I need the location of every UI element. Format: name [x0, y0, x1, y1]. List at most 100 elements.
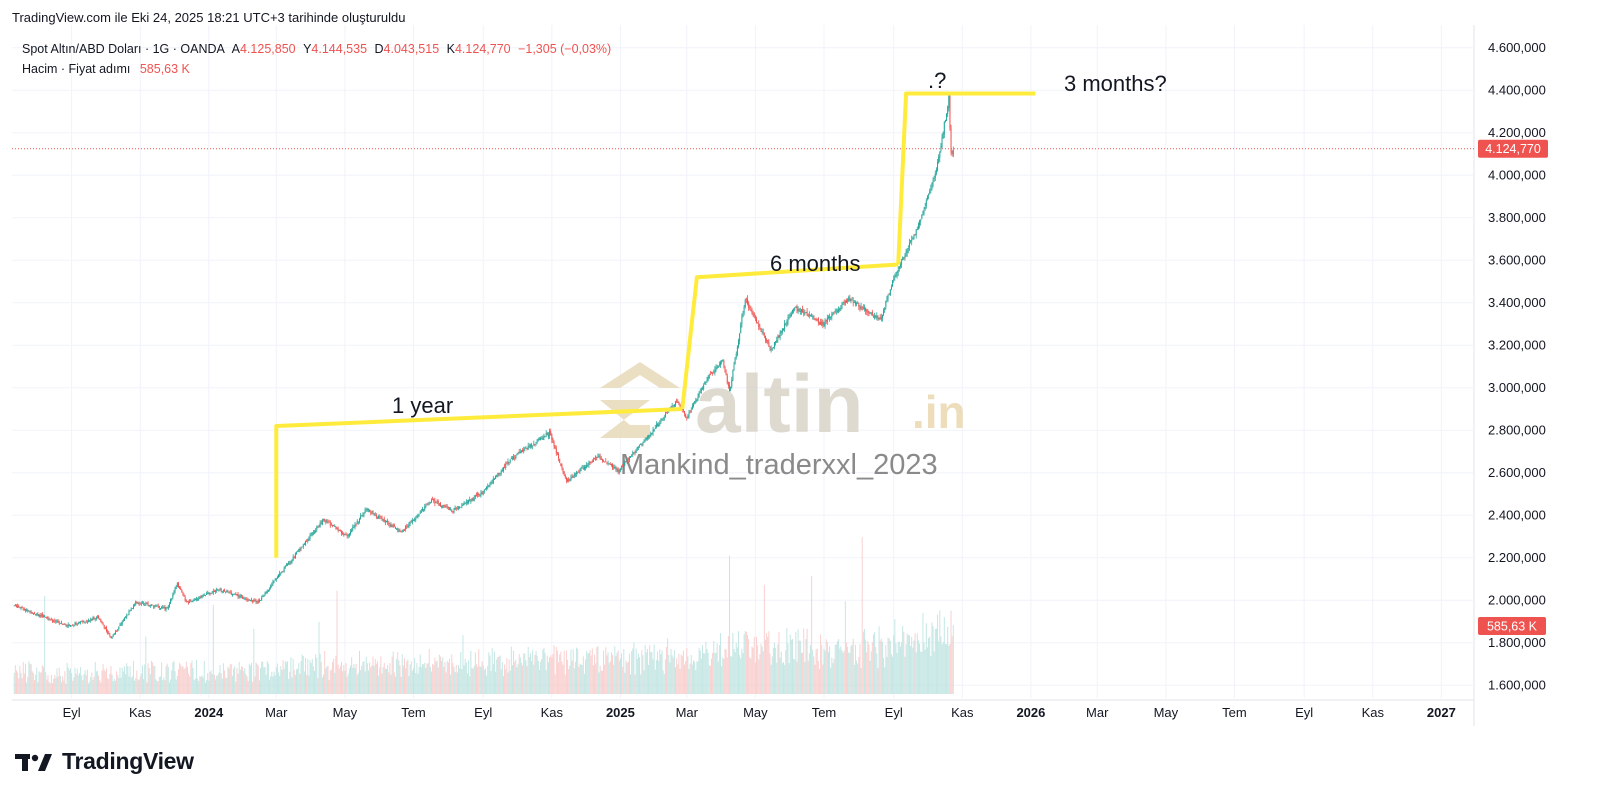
symbol-name: Spot Altın/ABD Doları · 1G · OANDA: [22, 42, 225, 56]
volume-bar: [797, 629, 799, 694]
candle-body: [664, 413, 666, 418]
volume-bar: [830, 667, 832, 694]
volume-bar: [542, 649, 544, 694]
volume-bar: [510, 646, 512, 694]
volume-bar: [347, 673, 349, 694]
candle-body: [225, 591, 227, 593]
volume-bar: [686, 648, 688, 694]
candle-body: [191, 600, 193, 603]
volume-bar: [30, 664, 32, 694]
volume-bar: [320, 661, 322, 694]
candle-body: [156, 605, 158, 607]
volume-bar: [678, 653, 680, 694]
candle-body: [328, 521, 330, 523]
volume-bar: [161, 662, 163, 694]
volume-bar: [383, 662, 385, 694]
volume-bar: [658, 660, 660, 694]
candle-body: [545, 433, 547, 436]
volume-bar: [550, 655, 552, 694]
candle-body: [354, 524, 356, 528]
volume-bar: [554, 674, 556, 694]
volume-bar: [881, 641, 883, 694]
volume-bar: [586, 650, 588, 694]
volume-bar: [162, 680, 164, 694]
candle-body: [87, 620, 89, 623]
candle-body: [291, 559, 293, 562]
volume-bar: [577, 649, 579, 694]
volume-bar: [809, 645, 811, 694]
candle-body: [335, 526, 337, 529]
candle-body: [24, 609, 26, 611]
candle-body: [587, 464, 589, 466]
candle-body: [770, 348, 772, 350]
candle-body: [605, 461, 607, 463]
candle-body: [294, 553, 296, 558]
candle-body: [840, 308, 842, 309]
candle-body: [925, 200, 927, 206]
volume-bar: [370, 667, 372, 694]
candle-body: [797, 309, 799, 312]
candle-body: [514, 457, 516, 459]
volume-bar: [474, 652, 476, 694]
annotation-line-6-months: [680, 262, 899, 410]
volume-bar: [41, 665, 43, 694]
candle-body: [222, 589, 224, 592]
volume-bar: [536, 655, 538, 694]
volume-bar: [411, 670, 413, 694]
candle-body: [176, 583, 178, 588]
candle-body: [662, 419, 664, 421]
volume-bar: [126, 663, 128, 694]
volume-bar: [325, 668, 327, 694]
candle-body: [138, 603, 140, 604]
volume-bar: [247, 681, 249, 694]
candle-body: [172, 594, 174, 598]
candle-body: [219, 588, 221, 590]
volume-bar: [711, 658, 713, 694]
candle-body: [804, 313, 806, 314]
annotation-label-3-months: 3 months?: [1064, 71, 1167, 96]
volume-bar: [60, 682, 62, 694]
volume-bar: [813, 656, 815, 694]
volume-bar: [210, 670, 212, 694]
volume-bar: [791, 638, 793, 694]
candle-body: [462, 504, 464, 506]
candle-body: [38, 614, 40, 617]
volume-bar: [444, 662, 446, 694]
volume-bar: [147, 663, 149, 694]
candle-body: [478, 494, 480, 496]
candle-body: [643, 440, 645, 443]
volume-bar: [769, 653, 771, 694]
candle-body: [239, 595, 241, 597]
volume-bar: [460, 652, 462, 694]
candle-body: [586, 464, 588, 468]
volume-bar: [835, 644, 837, 694]
change-value: −1,305 (−0,03%): [518, 42, 612, 56]
volume-bar: [755, 636, 757, 694]
candle-body: [64, 624, 66, 625]
volume-bar: [757, 645, 759, 694]
volume-bar: [47, 674, 49, 694]
candle-body: [799, 311, 801, 312]
candle-body: [944, 120, 946, 122]
candle-body: [779, 332, 781, 338]
volume-bar: [645, 652, 647, 694]
volume-bar: [925, 623, 927, 694]
volume-bar: [821, 644, 823, 694]
candle-body: [77, 623, 79, 625]
candle-body: [547, 434, 549, 437]
candle-body: [247, 599, 249, 601]
volume-bar: [870, 651, 872, 694]
candle-body: [257, 600, 259, 603]
candle-body: [67, 624, 69, 627]
volume-bar: [720, 633, 722, 694]
candle-body: [363, 513, 365, 515]
volume-bar: [463, 665, 465, 694]
volume-bar: [721, 666, 723, 694]
volume-bar: [814, 664, 816, 694]
candle-body: [35, 614, 37, 615]
tradingview-logo[interactable]: TradingView: [14, 748, 194, 775]
volume-bar: [758, 659, 760, 694]
candle-body: [588, 461, 590, 465]
volume-bar: [531, 660, 533, 694]
